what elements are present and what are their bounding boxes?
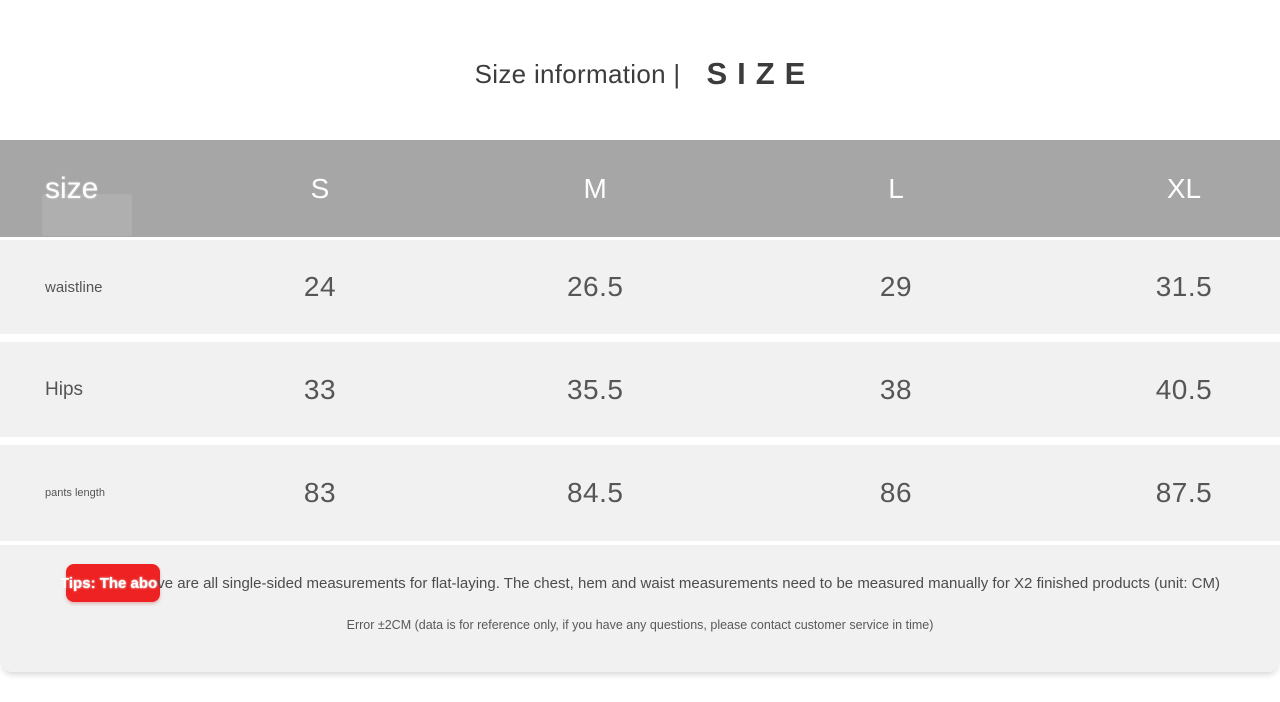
row-label-pants-length: pants length (45, 487, 105, 499)
tips-badge (66, 564, 160, 602)
row-label-waistline: waistline (45, 278, 103, 296)
table-row-pants-length: pants length 83 84.5 86 87.5 (0, 445, 1280, 541)
waistline-s-value: 24 (303, 271, 337, 302)
size-table: size S M L XL waistline 24 26.5 29 31.5 … (0, 140, 1280, 672)
pants-length-m-value: 84.5 (566, 477, 624, 508)
waistline-m-value: 26.5 (566, 271, 624, 302)
title-text: Size information | (474, 58, 681, 89)
tips-panel: Tips: The above are all single-sided mea… (0, 545, 1280, 672)
waistline-l-value: 29 (879, 271, 913, 302)
tips-text: Tips: The above are all single-sided mea… (0, 573, 1280, 594)
header-col-l: L (888, 172, 904, 204)
header-col-m: M (583, 172, 607, 204)
header-col-xl: XL (1166, 172, 1202, 204)
pants-length-l-value: 86 (879, 477, 913, 508)
hips-m-value: 35.5 (566, 373, 624, 405)
waistline-xl-value: 31.5 (1155, 271, 1213, 302)
pants-length-xl-value: 87.5 (1155, 477, 1213, 508)
page-title: Size information | SIZE (0, 48, 1280, 100)
table-header-row: size S M L XL (0, 140, 1280, 237)
error-note: Error ±2CM (data is for reference only, … (346, 618, 934, 632)
title-accent-text: SIZE (706, 56, 816, 91)
hips-l-value: 38 (879, 373, 913, 405)
header-size-label: size (45, 171, 99, 205)
tips-text-highlight: Tips: The abo (60, 575, 158, 592)
pants-length-s-value: 83 (303, 477, 337, 508)
table-row-hips: Hips 33 35.5 38 40.5 (0, 342, 1280, 437)
tips-text-body: ve are all single-sided measurements for… (157, 575, 1220, 592)
header-size-cell: size (0, 171, 154, 236)
size-label-highlight (42, 193, 132, 236)
hips-s-value: 33 (303, 373, 337, 405)
hips-xl-value: 40.5 (1155, 373, 1213, 405)
header-col-s: S (310, 172, 330, 204)
row-label-hips: Hips (45, 378, 84, 400)
table-row-waistline: waistline 24 26.5 29 31.5 (0, 240, 1280, 334)
